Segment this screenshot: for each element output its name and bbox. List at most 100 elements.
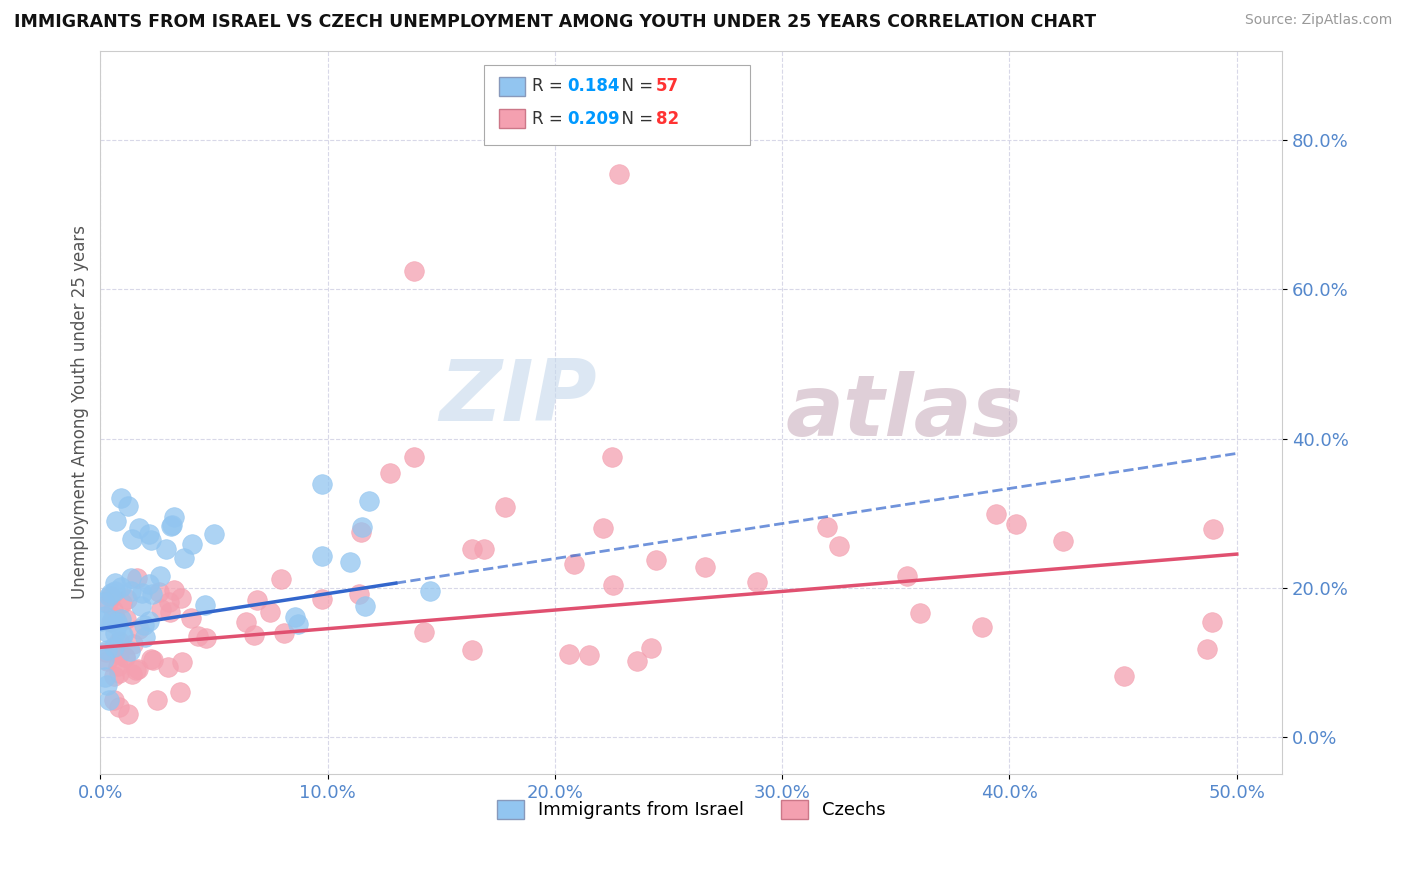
Point <box>105 618 128 632</box>
Text: 57: 57 <box>655 77 679 95</box>
Point <box>815 520 838 534</box>
Point <box>1112 668 1135 682</box>
Text: N =: N = <box>612 110 658 128</box>
Point <box>461 542 484 557</box>
Point <box>1201 615 1223 630</box>
Point <box>120 571 142 585</box>
Text: N =: N = <box>612 77 658 95</box>
Point <box>125 571 148 585</box>
Point <box>169 685 191 699</box>
Point <box>97 589 120 603</box>
Point <box>311 477 333 491</box>
Point <box>96 645 118 659</box>
Point <box>138 527 160 541</box>
Point <box>402 263 425 277</box>
Point <box>107 633 129 648</box>
Point <box>339 555 361 569</box>
Point <box>378 467 401 481</box>
Point <box>103 669 125 683</box>
Point <box>100 615 122 630</box>
Point <box>402 450 425 465</box>
Point <box>745 575 768 590</box>
Point <box>202 527 225 541</box>
Point <box>273 626 295 640</box>
Text: R =: R = <box>531 77 568 95</box>
Point <box>117 707 139 722</box>
Point <box>120 643 142 657</box>
Point <box>100 589 122 603</box>
Point <box>103 692 125 706</box>
Point <box>100 585 122 599</box>
Point <box>180 611 202 625</box>
Point <box>1195 642 1218 657</box>
Text: Source: ZipAtlas.com: Source: ZipAtlas.com <box>1244 13 1392 28</box>
Point <box>600 450 623 465</box>
Point <box>94 670 117 684</box>
Point <box>173 550 195 565</box>
Point <box>828 539 851 553</box>
Point <box>138 614 160 628</box>
Point <box>259 605 281 619</box>
Point <box>645 553 668 567</box>
Point <box>114 650 136 665</box>
Point <box>157 595 180 609</box>
Point <box>141 587 163 601</box>
Point <box>111 628 134 642</box>
Point <box>114 612 136 626</box>
Point <box>155 542 177 557</box>
Legend: Immigrants from Israel, Czechs: Immigrants from Israel, Czechs <box>489 793 893 827</box>
Point <box>354 599 377 613</box>
Point <box>111 627 134 641</box>
Point <box>134 630 156 644</box>
Point <box>96 643 118 657</box>
Text: ZIP: ZIP <box>439 357 596 440</box>
Point <box>562 557 585 571</box>
Point <box>120 583 142 598</box>
Point <box>558 647 581 661</box>
Point <box>243 628 266 642</box>
Point <box>110 580 132 594</box>
Point <box>626 654 648 668</box>
Point <box>138 576 160 591</box>
Point <box>246 593 269 607</box>
Point <box>640 640 662 655</box>
Point <box>93 595 115 609</box>
Point <box>972 620 994 634</box>
Point <box>159 605 181 619</box>
Point <box>121 532 143 546</box>
Point <box>347 587 370 601</box>
Point <box>110 491 132 505</box>
Point <box>163 509 186 524</box>
Point <box>110 612 132 626</box>
Point <box>1202 523 1225 537</box>
Point <box>270 573 292 587</box>
Point <box>494 500 516 514</box>
Point <box>103 640 125 655</box>
Point <box>413 624 436 639</box>
Point <box>141 533 163 548</box>
Point <box>284 609 307 624</box>
Point <box>350 519 373 533</box>
Point <box>287 616 309 631</box>
Point <box>146 692 169 706</box>
Point <box>896 569 918 583</box>
Point <box>1005 516 1028 531</box>
Text: 82: 82 <box>655 110 679 128</box>
Point <box>103 584 125 599</box>
Point <box>908 606 931 620</box>
Point <box>592 521 614 535</box>
Point <box>104 626 127 640</box>
Point <box>148 585 170 599</box>
Point <box>193 598 215 612</box>
Point <box>127 662 149 676</box>
Point <box>419 583 441 598</box>
Text: 0.209: 0.209 <box>567 110 620 128</box>
Point <box>114 649 136 664</box>
Point <box>105 615 128 629</box>
Point <box>93 608 115 623</box>
Point <box>134 618 156 632</box>
Point <box>986 507 1008 521</box>
Point <box>695 560 717 574</box>
Point <box>131 599 153 613</box>
Point <box>187 629 209 643</box>
